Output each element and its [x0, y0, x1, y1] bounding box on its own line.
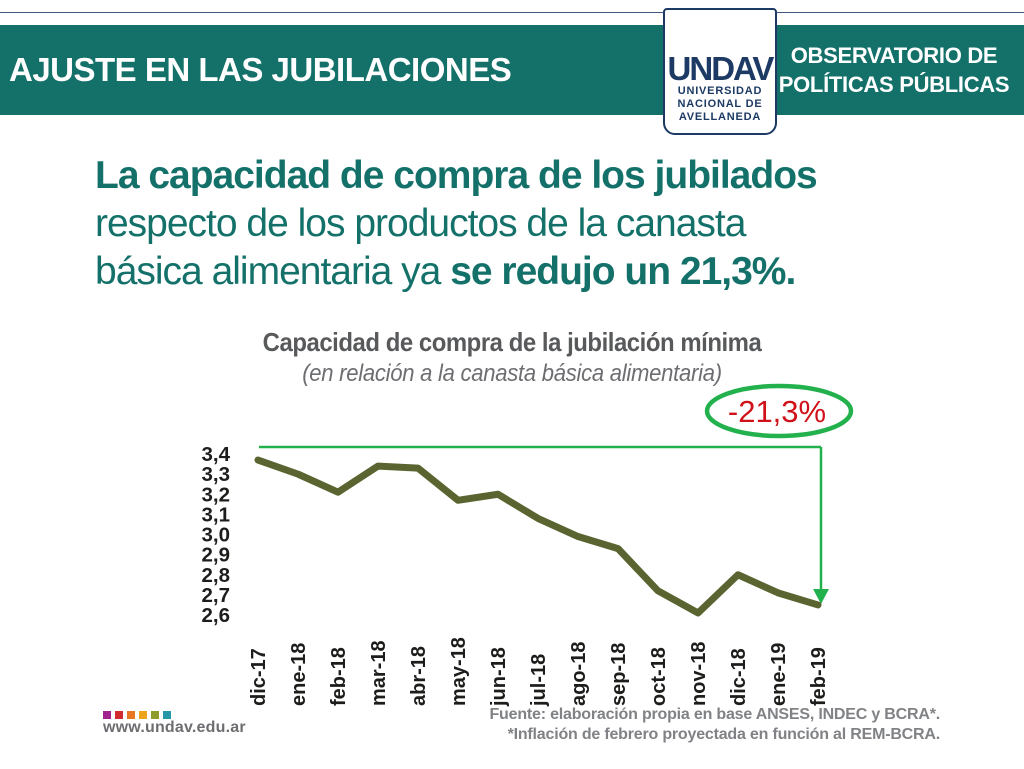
headline: La capacidad de compra de los jubilados … [95, 152, 965, 296]
source-line-1: Fuente: elaboración propia en base ANSES… [489, 706, 940, 723]
undav-logotype: UNDAV [667, 50, 775, 87]
brand-square [127, 711, 135, 719]
y-axis-label: 3,0 [202, 524, 231, 547]
logo-text-line: UNIVERSIDAD [677, 85, 763, 97]
headline-line-2: respecto de los productos de la canasta [95, 202, 746, 245]
annotation-ellipse [704, 383, 854, 439]
x-axis-label: nov-18 [688, 642, 710, 706]
undav-logo: UNDAV UNIVERSIDAD NACIONAL DE AVELLANEDA [663, 8, 777, 135]
annotation-percentage: -21,3% [728, 394, 826, 429]
x-axis-label: feb-19 [808, 647, 830, 706]
y-axis-label: 2,8 [202, 564, 231, 587]
y-axis-label: 3,4 [202, 443, 231, 466]
x-axis-label: oct-18 [648, 647, 670, 706]
y-axis-label: 3,3 [202, 463, 231, 486]
arrow-down-icon [813, 589, 829, 604]
x-axis-label: ene-19 [768, 643, 790, 706]
source-line-2: *Inflación de febrero proyectada en func… [507, 726, 941, 743]
data-series-line [254, 456, 822, 617]
observatory-line-1: OBSERVATORIO DE [790, 43, 998, 68]
x-axis-label: jun-18 [488, 647, 510, 707]
y-axis-label: 2,6 [202, 604, 231, 627]
observatory-title: OBSERVATORIO DE POLÍTICAS PÚBLICAS [778, 41, 1010, 99]
headline-line-1: La capacidad de compra de los jubilados [95, 154, 818, 197]
footer-brand: www.undav.edu.ar [103, 706, 246, 737]
source-note: Fuente: elaboración propia en base ANSES… [489, 705, 940, 745]
website-url: www.undav.edu.ar [103, 719, 246, 736]
brand-square [115, 711, 123, 719]
x-axis-label: ene-18 [288, 643, 310, 706]
x-axis-label: jul-18 [528, 654, 550, 707]
brand-square [151, 711, 159, 719]
logo-text-line: AVELLANEDA [678, 111, 762, 123]
brand-color-squares [103, 706, 246, 719]
headline-line-3: básica alimentaria ya se redujo un 21,3%… [95, 250, 796, 293]
y-axis-label: 3,1 [202, 503, 231, 526]
x-axis-label: sep-18 [608, 643, 630, 706]
logo-text-line: NACIONAL DE [677, 98, 763, 110]
y-axis-label: 3,2 [202, 483, 231, 506]
x-axis-label: dic-17 [248, 648, 270, 706]
y-axis-label: 2,9 [202, 544, 231, 567]
x-axis-label: may-18 [448, 637, 470, 706]
brand-square [139, 711, 147, 719]
header-band: AJUSTE EN LAS JUBILACIONES OBSERVATORIO … [0, 25, 1024, 115]
top-rule [0, 12, 1024, 13]
y-axis-label: 2,7 [202, 584, 231, 607]
x-axis-label: feb-18 [328, 647, 350, 706]
page-title: AJUSTE EN LAS JUBILACIONES [9, 51, 512, 88]
x-axis-label: mar-18 [368, 640, 390, 706]
chart-title: Capacidad de compra de la jubilación mín… [262, 327, 762, 357]
brand-square [103, 711, 111, 719]
x-axis-label: ago-18 [568, 642, 590, 706]
observatory-line-2: POLÍTICAS PÚBLICAS [778, 72, 1010, 97]
brand-square [163, 711, 171, 719]
x-axis-label: abr-18 [408, 646, 430, 706]
chart-subtitle: (en relación a la canasta básica aliment… [302, 360, 722, 387]
x-axis-label: dic-18 [728, 648, 750, 706]
